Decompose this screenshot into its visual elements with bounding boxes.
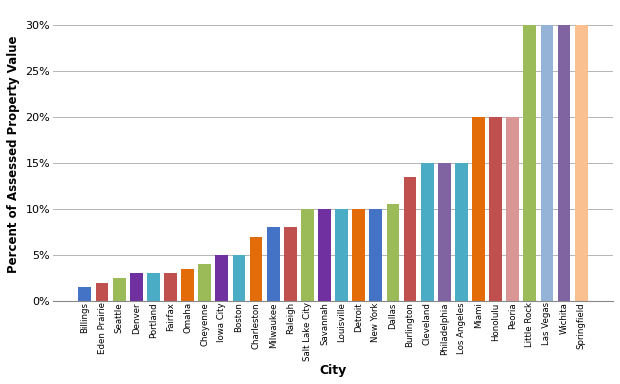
Bar [164,273,177,301]
Bar [335,209,348,301]
Bar [215,255,228,301]
Bar [455,163,468,301]
Bar [523,25,536,301]
Bar [438,163,451,301]
Y-axis label: Percent of Assessed Property Value: Percent of Assessed Property Value [7,35,20,273]
Bar [267,227,280,301]
Bar [421,163,433,301]
Bar [147,273,160,301]
Bar [489,117,502,301]
Bar [404,177,417,301]
Bar [232,255,246,301]
Bar [130,273,143,301]
Bar [370,209,383,301]
Bar [386,204,399,301]
Bar [113,278,125,301]
Bar [541,25,554,301]
Bar [557,25,570,301]
X-axis label: City: City [319,364,347,377]
Bar [301,209,314,301]
Bar [198,264,211,301]
Bar [284,227,297,301]
Bar [472,117,485,301]
Bar [95,283,108,301]
Bar [507,117,519,301]
Bar [181,269,194,301]
Bar [575,25,588,301]
Bar [352,209,365,301]
Bar [79,287,91,301]
Bar [250,237,262,301]
Bar [318,209,331,301]
